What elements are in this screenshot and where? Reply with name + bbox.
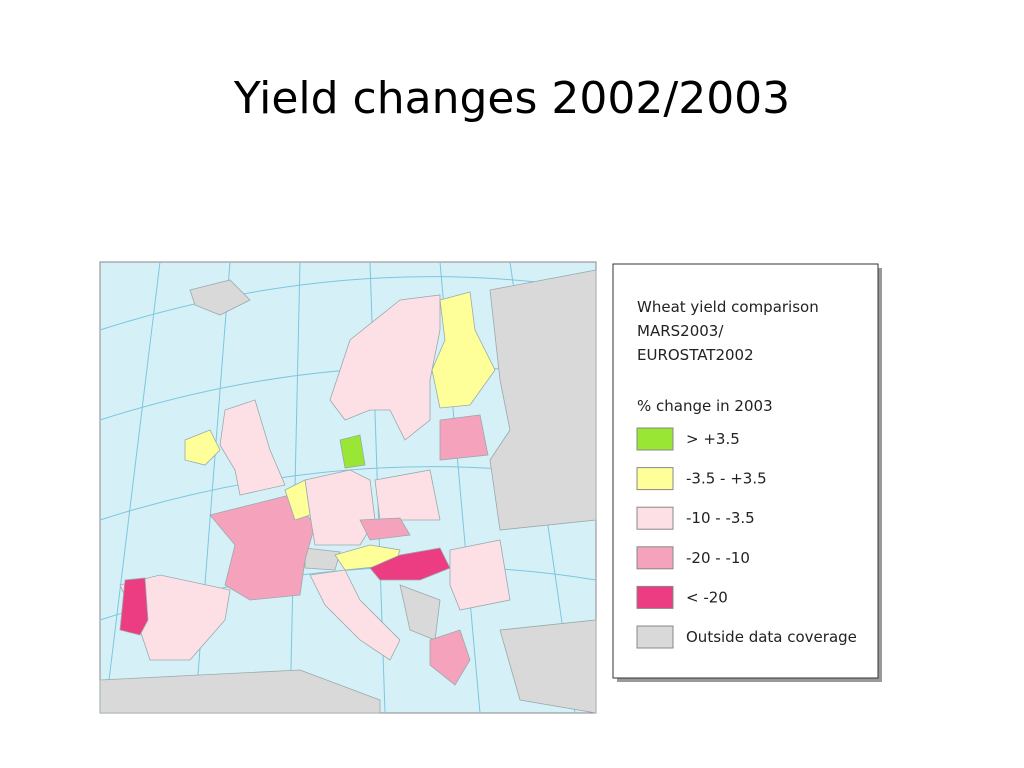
region [119, 574, 231, 661]
legend-swatch [636, 467, 674, 491]
legend-label: -20 - -10 [686, 549, 750, 567]
region [284, 479, 311, 521]
region [431, 291, 496, 409]
region [374, 469, 441, 521]
legend-swatch [636, 625, 674, 649]
region [449, 539, 511, 611]
legend-label: Outside data coverage [686, 628, 857, 646]
region [304, 547, 341, 571]
legend-label: > +3.5 [686, 430, 740, 448]
legend-swatch [636, 427, 674, 451]
legend-swatch [636, 506, 674, 530]
legend-title: Wheat yield comparison [637, 298, 819, 316]
region [429, 629, 471, 686]
region [359, 517, 411, 541]
region [499, 619, 597, 714]
legend-label: -3.5 - +3.5 [686, 470, 767, 488]
region [489, 269, 597, 531]
region [119, 577, 149, 636]
region [209, 494, 316, 601]
legend-swatch [636, 546, 674, 570]
legend-label: -10 - -3.5 [686, 509, 755, 527]
region [99, 669, 381, 714]
region [439, 414, 489, 461]
legend: Wheat yield comparison MARS2003/ EUROSTA… [612, 263, 882, 682]
legend-label: < -20 [686, 588, 728, 606]
region [339, 434, 366, 469]
region [329, 294, 441, 441]
region [219, 399, 286, 496]
slide-title: Yield changes 2002/2003 [233, 73, 790, 124]
legend-title: EUROSTAT2002 [637, 346, 754, 364]
region [304, 469, 376, 546]
region [309, 569, 401, 661]
map [99, 261, 597, 714]
legend-subtitle: % change in 2003 [637, 397, 773, 415]
legend-title: MARS2003/ [637, 322, 724, 340]
region [189, 279, 251, 316]
region [184, 429, 221, 466]
legend-swatch [636, 585, 674, 609]
